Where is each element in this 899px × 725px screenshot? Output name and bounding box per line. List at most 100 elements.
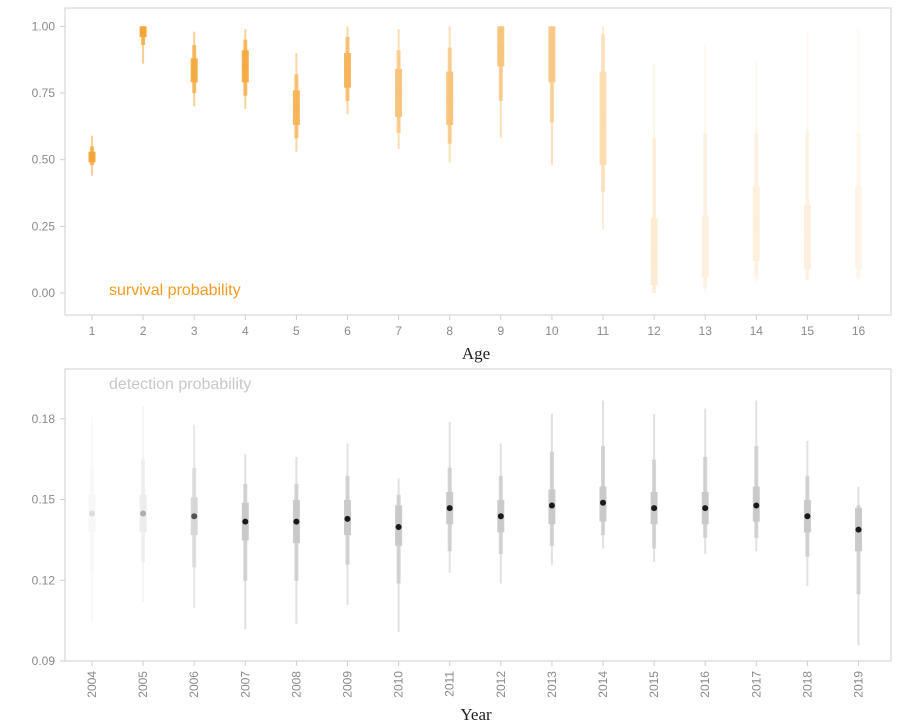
detection-median-point bbox=[548, 502, 555, 509]
detection-y-tick-label: 0.12 bbox=[32, 573, 56, 587]
survival-estimate-15 bbox=[803, 31, 811, 280]
survival-median-point bbox=[855, 220, 862, 227]
survival-median-point bbox=[140, 28, 147, 35]
survival-x-tick-label: 8 bbox=[446, 324, 453, 338]
survival-inner-interval bbox=[752, 186, 760, 261]
detection-x-tick-label: 2004 bbox=[85, 671, 99, 698]
detection-panel: 0.090.120.150.18 2004 2005 2006 2007 2008 200… bbox=[32, 368, 892, 724]
detection-x-tick-label: 2008 bbox=[289, 671, 303, 698]
detection-x-tick-label: 2005 bbox=[136, 671, 150, 698]
detection-median-point bbox=[651, 505, 658, 512]
survival-median-point bbox=[497, 44, 504, 51]
detection-inner-interval bbox=[139, 494, 147, 533]
detection-median-point bbox=[497, 513, 504, 520]
detection-x-tick-label: 2019 bbox=[852, 671, 866, 698]
survival-median-point bbox=[191, 68, 198, 75]
detection-median-point bbox=[344, 515, 351, 522]
survival-median-point bbox=[395, 90, 402, 96]
survival-y-tick-label: 0.00 bbox=[32, 286, 56, 300]
survival-outer-interval bbox=[857, 29, 860, 280]
detection-x-tick-label: 2006 bbox=[187, 671, 201, 698]
detection-median-point bbox=[242, 518, 249, 525]
detection-x-axis-title: Year bbox=[460, 705, 492, 724]
detection-middle-interval bbox=[90, 465, 94, 573]
detection-y-tick-label: 0.09 bbox=[32, 654, 56, 668]
detection-plot-frame bbox=[64, 368, 892, 662]
survival-estimate-7 bbox=[395, 29, 403, 149]
survival-y-tick-label: 0.50 bbox=[32, 153, 56, 167]
survival-estimate-6 bbox=[344, 26, 351, 115]
survival-x-tick-label: 5 bbox=[293, 324, 300, 338]
survival-estimate-14 bbox=[752, 61, 760, 283]
survival-median-point bbox=[89, 154, 95, 160]
detection-x-tick-label: 2014 bbox=[596, 671, 610, 698]
detection-median-point bbox=[804, 513, 811, 520]
survival-inner-interval bbox=[701, 215, 709, 277]
survival-x-tick-label: 4 bbox=[242, 324, 249, 338]
detection-estimate-2008 bbox=[292, 457, 300, 624]
survival-median-point bbox=[600, 116, 606, 123]
detection-estimate-2015 bbox=[650, 413, 658, 562]
survival-median-point bbox=[446, 98, 453, 104]
survival-outer-interval bbox=[499, 26, 502, 139]
survival-estimate-8 bbox=[446, 26, 454, 163]
detection-estimate-2010 bbox=[395, 478, 403, 632]
detection-estimate-2018 bbox=[803, 440, 811, 587]
survival-x-tick-label: 10 bbox=[545, 324, 559, 338]
detection-estimate-2009 bbox=[344, 443, 351, 606]
survival-y-tick-label: 0.75 bbox=[32, 86, 56, 100]
survival-estimate-12 bbox=[650, 63, 658, 293]
survival-median-point bbox=[344, 68, 351, 75]
detection-y-tick-label: 0.18 bbox=[32, 412, 56, 426]
survival-median-point bbox=[804, 234, 811, 240]
detection-x-tick-label: 2012 bbox=[494, 671, 508, 698]
detection-x-tick-label: 2011 bbox=[443, 671, 457, 697]
survival-x-tick-label: 3 bbox=[191, 324, 198, 338]
survival-inner-interval bbox=[650, 218, 658, 285]
survival-estimate-13 bbox=[701, 45, 709, 293]
survival-plot-frame bbox=[64, 7, 892, 316]
detection-middle-interval bbox=[141, 459, 146, 562]
detection-median-point bbox=[702, 505, 709, 512]
survival-median-point bbox=[753, 220, 760, 227]
detection-estimate-2014 bbox=[599, 400, 607, 549]
survival-outer-interval bbox=[755, 61, 758, 283]
detection-x-axis: 2004 2005 2006 2007 2008 2009 2010 2011 2012 2013… bbox=[85, 661, 866, 698]
survival-x-tick-label: 9 bbox=[497, 324, 504, 338]
survival-middle-interval bbox=[856, 133, 861, 277]
survival-x-tick-label: 2 bbox=[140, 324, 147, 338]
survival-median-point bbox=[548, 52, 555, 59]
detection-x-tick-label: 2013 bbox=[545, 671, 559, 698]
detection-median-point bbox=[446, 505, 453, 512]
detection-median-point bbox=[395, 523, 402, 530]
survival-estimate-5 bbox=[292, 53, 300, 152]
survival-outer-interval bbox=[550, 26, 553, 166]
survival-estimate-3 bbox=[190, 31, 198, 107]
survival-estimate-11 bbox=[599, 26, 607, 230]
survival-x-tick-label: 14 bbox=[750, 324, 764, 338]
detection-annotation: detection probability bbox=[109, 376, 251, 393]
survival-outer-interval bbox=[806, 31, 809, 280]
survival-middle-interval bbox=[652, 138, 657, 293]
survival-y-tick-label: 0.25 bbox=[32, 219, 56, 233]
survival-inner-interval bbox=[855, 186, 862, 269]
survival-inner-interval bbox=[803, 205, 811, 269]
survival-x-tick-label: 12 bbox=[647, 324, 661, 338]
detection-estimate-2007 bbox=[241, 454, 249, 630]
detection-median-point bbox=[753, 502, 760, 509]
survival-x-axis-title: Age bbox=[462, 344, 490, 363]
survival-x-tick-label: 1 bbox=[89, 324, 96, 338]
survival-estimates bbox=[88, 26, 862, 293]
detection-estimate-2017 bbox=[752, 400, 760, 552]
survival-estimate-1 bbox=[88, 135, 96, 176]
survival-x-tick-label: 6 bbox=[344, 324, 351, 338]
detection-median-point bbox=[855, 526, 862, 533]
detection-y-axis: 0.09 0.12 0.15 0.18 bbox=[32, 412, 65, 668]
survival-outer-interval bbox=[653, 63, 656, 293]
detection-x-tick-label: 2010 bbox=[392, 671, 406, 698]
detection-x-tick-label: 2007 bbox=[238, 671, 252, 698]
survival-median-point bbox=[242, 63, 249, 70]
survival-estimate-10 bbox=[548, 26, 556, 166]
survival-x-axis: 1 2 3 4 5 6 7 8 9 10 11 12 13 14 15 16 bbox=[89, 315, 865, 338]
